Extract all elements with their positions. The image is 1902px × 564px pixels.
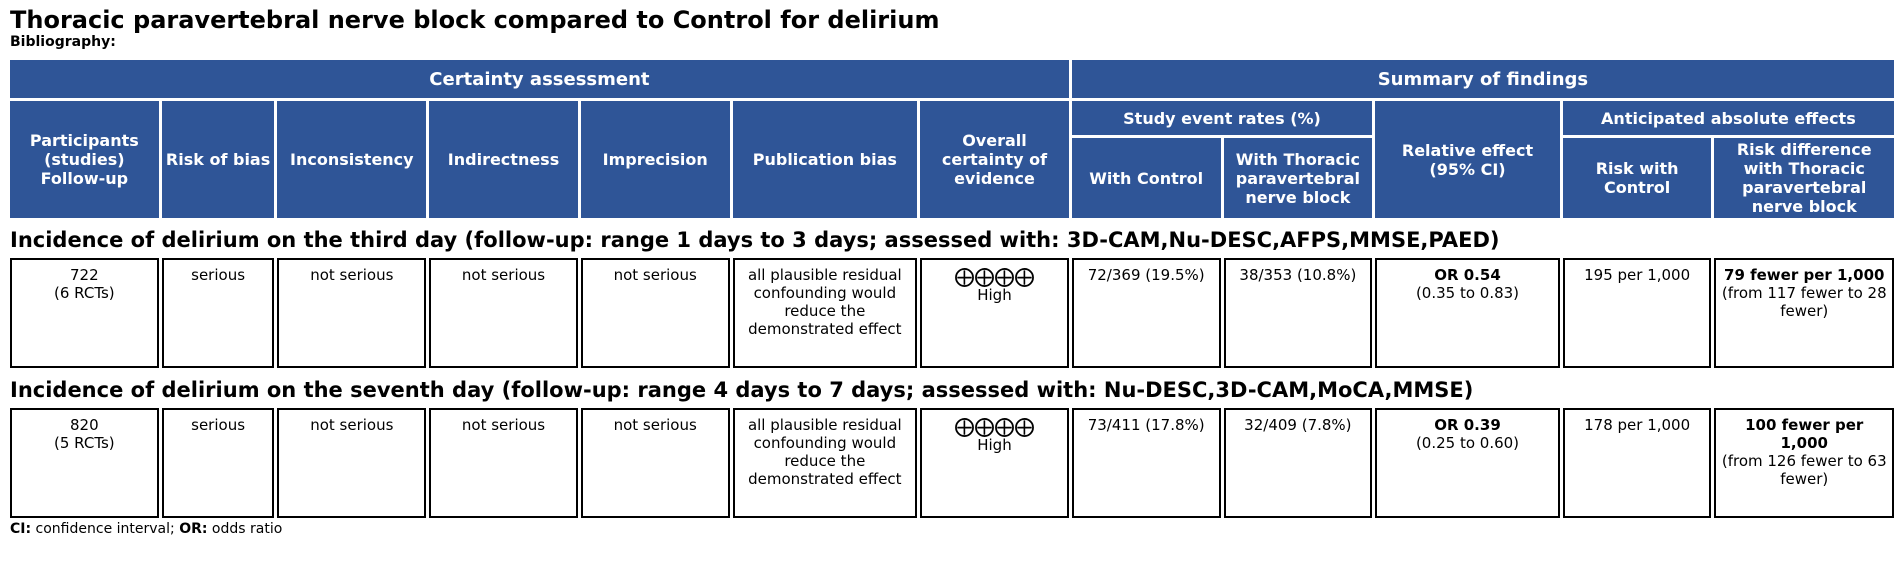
header-risk-of-bias: Risk of bias	[161, 101, 275, 218]
relative-effect-ci: (0.35 to 0.83)	[1415, 284, 1520, 302]
studies-count: (6 RCTs)	[54, 284, 115, 302]
risk-difference-value: 100 fewer per 1,000	[1745, 416, 1864, 452]
with-tpvb-cell: 32/409 (7.8%)	[1223, 408, 1373, 518]
with-tpvb-cell: 38/353 (10.8%)	[1223, 258, 1373, 368]
certainty-label: High	[977, 436, 1012, 454]
studies-count: (5 RCTs)	[54, 434, 115, 452]
certainty-circle-plus-icon: ⨁⨁⨁⨁	[954, 264, 1035, 288]
certainty-circle-plus-icon: ⨁⨁⨁⨁	[954, 414, 1035, 438]
header-summary-of-findings: Summary of findings	[1071, 60, 1894, 98]
table-row: 820 (5 RCTs) serious not serious not ser…	[10, 408, 1894, 518]
relative-effect-value: OR 0.54	[1434, 266, 1501, 284]
table-row: 722 (6 RCTs) serious not serious not ser…	[10, 258, 1894, 368]
header-anticipated-absolute-effects: Anticipated absolute effects	[1562, 101, 1894, 135]
header-risk-difference: Risk difference with Thoracic paraverteb…	[1714, 138, 1894, 218]
participants-cell: 722 (6 RCTs)	[10, 258, 159, 368]
risk-difference-range: (from 117 fewer to 28 fewer)	[1721, 284, 1887, 320]
risk-difference-range: (from 126 fewer to 63 fewer)	[1721, 452, 1887, 488]
imprecision-cell: not serious	[580, 258, 730, 368]
footnote-ci-text: confidence interval;	[35, 521, 175, 537]
header-participants: Participants (studies) Follow-up	[10, 101, 159, 218]
page-title: Thoracic paravertebral nerve block compa…	[10, 6, 940, 34]
risk-with-control-cell: 178 per 1,000	[1562, 408, 1712, 518]
risk-with-control-cell: 195 per 1,000	[1562, 258, 1712, 368]
relative-effect-value: OR 0.39	[1434, 416, 1501, 434]
certainty-cell: ⨁⨁⨁⨁ High	[920, 408, 1069, 518]
certainty-label: High	[977, 286, 1012, 304]
header-imprecision: Imprecision	[580, 101, 730, 218]
grade-evidence-table: Certainty assessment Summary of findings…	[7, 57, 1897, 521]
publication-bias-cell: all plausible residual confounding would…	[732, 408, 918, 518]
with-control-cell: 72/369 (19.5%)	[1071, 258, 1221, 368]
participants-cell: 820 (5 RCTs)	[10, 408, 159, 518]
publication-bias-cell: all plausible residual confounding would…	[732, 258, 918, 368]
footnote: CI: confidence interval; OR: odds ratio	[10, 521, 1892, 538]
outcome-title: Incidence of delirium on the third day (…	[10, 228, 1500, 252]
relative-effect-cell: OR 0.54 (0.35 to 0.83)	[1375, 258, 1560, 368]
footnote-or-abbr: OR:	[179, 521, 208, 537]
indirectness-cell: not serious	[429, 408, 578, 518]
participants-count: 820	[70, 416, 99, 434]
header-indirectness: Indirectness	[429, 101, 578, 218]
header-risk-with-control: Risk with Control	[1562, 138, 1712, 218]
risk-of-bias-cell: serious	[161, 408, 275, 518]
relative-effect-cell: OR 0.39 (0.25 to 0.60)	[1375, 408, 1560, 518]
risk-of-bias-cell: serious	[161, 258, 275, 368]
indirectness-cell: not serious	[429, 258, 578, 368]
participants-count: 722	[70, 266, 99, 284]
inconsistency-cell: not serious	[277, 258, 427, 368]
header-certainty-assessment: Certainty assessment	[10, 60, 1069, 98]
imprecision-cell: not serious	[580, 408, 730, 518]
risk-difference-cell: 79 fewer per 1,000 (from 117 fewer to 28…	[1714, 258, 1894, 368]
header-study-event-rates: Study event rates (%)	[1071, 101, 1373, 135]
header-publication-bias: Publication bias	[732, 101, 918, 218]
relative-effect-ci: (0.25 to 0.60)	[1415, 434, 1520, 452]
risk-difference-value: 79 fewer per 1,000	[1724, 266, 1885, 284]
header-relative-effect: Relative effect (95% CI)	[1375, 101, 1560, 218]
header-with-control: With Control	[1071, 138, 1221, 218]
risk-difference-cell: 100 fewer per 1,000 (from 126 fewer to 6…	[1714, 408, 1894, 518]
bibliography-label: Bibliography:	[10, 34, 116, 50]
with-control-cell: 73/411 (17.8%)	[1071, 408, 1221, 518]
certainty-cell: ⨁⨁⨁⨁ High	[920, 258, 1069, 368]
footnote-ci-abbr: CI:	[10, 521, 32, 537]
outcome-title: Incidence of delirium on the seventh day…	[10, 378, 1474, 402]
header-overall-certainty: Overall certainty of evidence	[920, 101, 1069, 218]
footnote-or-text: odds ratio	[211, 521, 283, 537]
inconsistency-cell: not serious	[277, 408, 427, 518]
header-with-tpvb: With Thoracic paravertebral nerve block	[1223, 138, 1373, 218]
header-inconsistency: Inconsistency	[277, 101, 427, 218]
